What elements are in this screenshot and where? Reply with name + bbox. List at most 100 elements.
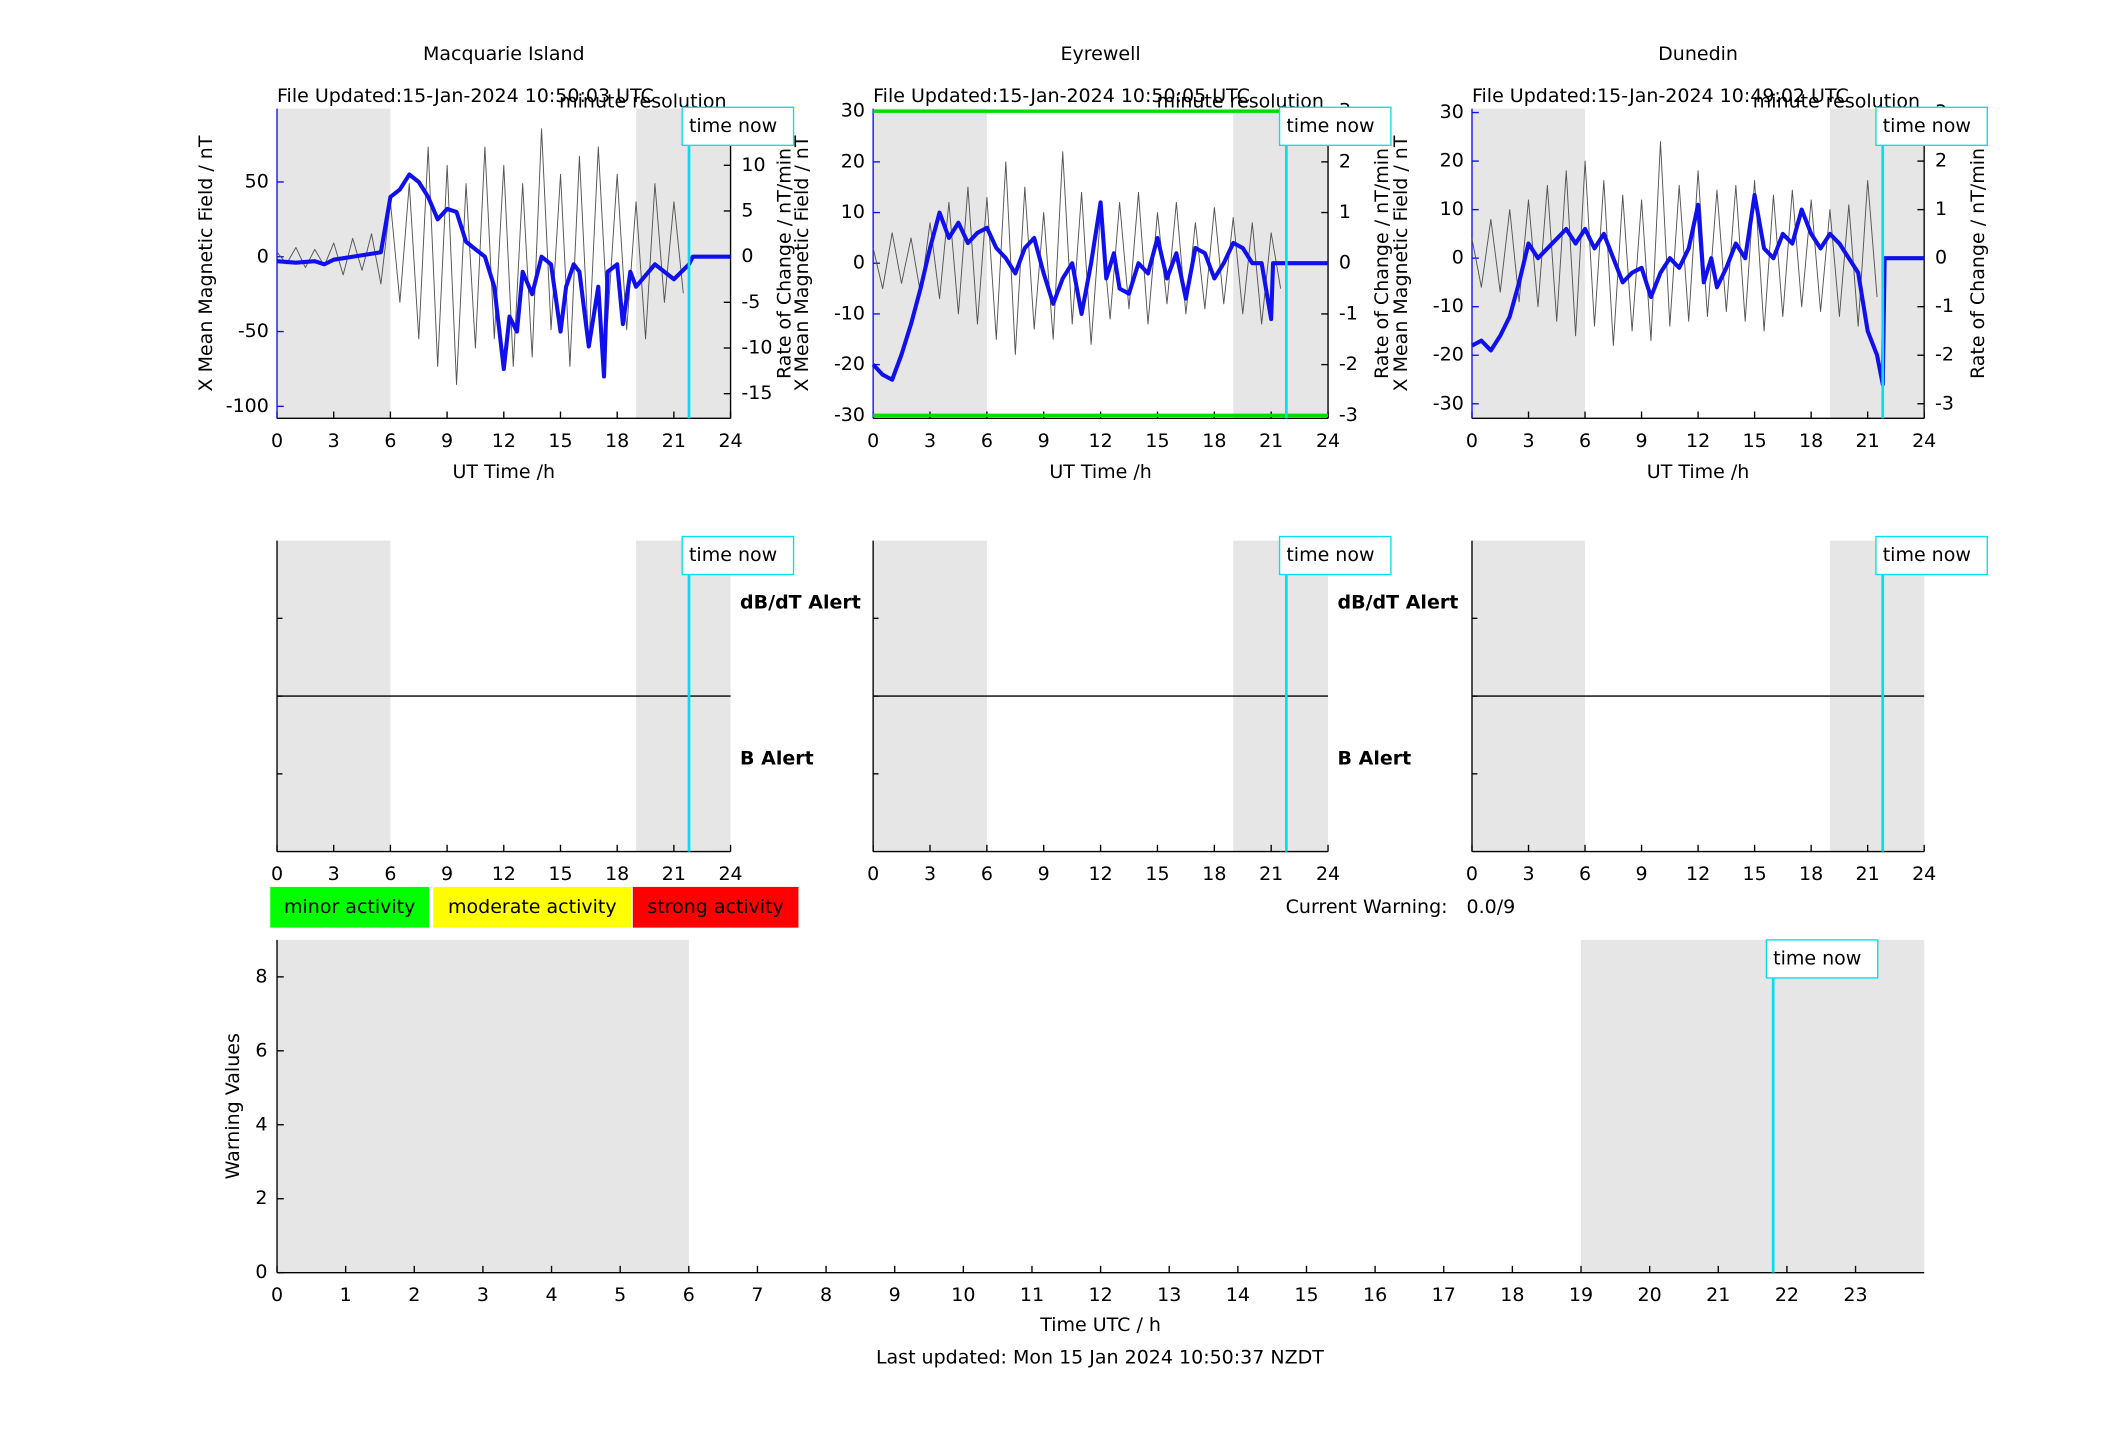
x-tick-label: 15 bbox=[1743, 430, 1767, 452]
x-tick-label: 6 bbox=[981, 430, 993, 452]
rate-line bbox=[872, 151, 1282, 355]
x-tick-label: 15 bbox=[548, 430, 572, 452]
x-tick-label: 17 bbox=[1432, 1284, 1456, 1306]
night-shade bbox=[636, 108, 731, 419]
y2-tick-label: -2 bbox=[1935, 344, 1954, 366]
warning-level-label: moderate activity bbox=[448, 896, 617, 918]
chart-title: Eyrewell bbox=[1061, 43, 1141, 65]
x-tick-label: 18 bbox=[605, 430, 629, 452]
x-tick-label: 1 bbox=[340, 1284, 352, 1306]
x-tick-label: 6 bbox=[384, 430, 396, 452]
warning-level-swatch bbox=[270, 886, 430, 928]
x-tick-label: 7 bbox=[751, 1284, 763, 1306]
y2-axis-label: Rate of Change / nT/min bbox=[1967, 148, 1989, 379]
current-warning-label: Current Warning: bbox=[1286, 896, 1448, 918]
time-now-box bbox=[1278, 535, 1392, 576]
x-tick-label: 0 bbox=[1466, 430, 1478, 452]
x-tick-label: 24 bbox=[1912, 430, 1936, 452]
x-tick-label: 24 bbox=[718, 863, 742, 885]
x-tick-label: 9 bbox=[441, 430, 453, 452]
time-now-box bbox=[681, 535, 795, 576]
y-tick-label: 20 bbox=[1440, 150, 1464, 172]
x-tick-label: 24 bbox=[1316, 863, 1340, 885]
rate-line bbox=[1471, 141, 1878, 347]
x-tick-label: 0 bbox=[271, 430, 283, 452]
time-now-box bbox=[1765, 939, 1879, 979]
y-axis-label: X Mean Magnetic Field / nT bbox=[1390, 135, 1412, 391]
chart-title: Dunedin bbox=[1658, 43, 1738, 65]
x-tick-label: 18 bbox=[1202, 430, 1226, 452]
y2-tick-label: -15 bbox=[741, 382, 772, 404]
y2-tick-label: -3 bbox=[1935, 392, 1954, 414]
x-tick-label: 3 bbox=[328, 863, 340, 885]
x-tick-label: 21 bbox=[1856, 863, 1880, 885]
x-tick-label: 3 bbox=[924, 430, 936, 452]
x-tick-label: 9 bbox=[1038, 430, 1050, 452]
y2-axis-label: Rate of Change / nT/min bbox=[773, 148, 795, 379]
warning-level-label: strong activity bbox=[647, 896, 784, 918]
time-now-label: time now bbox=[1883, 115, 1971, 137]
x-tick-label: 0 bbox=[867, 430, 879, 452]
x-tick-label: 13 bbox=[1157, 1284, 1181, 1306]
x-tick-label: 6 bbox=[384, 863, 396, 885]
x-tick-label: 0 bbox=[867, 863, 879, 885]
y-tick-label: 0 bbox=[1452, 247, 1464, 269]
y-tick-label: -10 bbox=[1433, 295, 1464, 317]
time-now-label: time now bbox=[689, 115, 777, 137]
x-tick-label: 12 bbox=[1089, 1284, 1113, 1306]
y2-tick-label: 0 bbox=[1339, 252, 1351, 274]
field-line bbox=[871, 200, 1329, 382]
file-updated: File Updated:15-Jan-2024 10:50:03 UTC bbox=[277, 85, 654, 107]
time-now-box bbox=[681, 106, 795, 147]
time-now-label: time now bbox=[689, 544, 777, 566]
time-now-label: time now bbox=[1773, 947, 1861, 969]
x-tick-label: 3 bbox=[477, 1284, 489, 1306]
x-tick-label: 21 bbox=[1706, 1284, 1730, 1306]
x-tick-label: 2 bbox=[408, 1284, 420, 1306]
y-tick-label: 50 bbox=[245, 170, 269, 192]
y-axis-label: X Mean Magnetic Field / nT bbox=[195, 135, 217, 391]
x-axis-label: UT Time /h bbox=[1049, 461, 1152, 483]
y-tick-label: -30 bbox=[1433, 392, 1464, 414]
y-tick-label: -10 bbox=[834, 302, 865, 324]
x-tick-label: 18 bbox=[1799, 430, 1823, 452]
y-tick-label: 2 bbox=[255, 1187, 267, 1209]
x-tick-label: 21 bbox=[1259, 430, 1283, 452]
y-tick-label: 30 bbox=[1440, 101, 1464, 123]
x-tick-label: 21 bbox=[1259, 863, 1283, 885]
x-tick-label: 12 bbox=[1686, 863, 1710, 885]
dbdt-alert-label: dB/dT Alert bbox=[1338, 592, 1459, 614]
y-tick-label: 8 bbox=[255, 965, 267, 987]
y-tick-label: 0 bbox=[255, 1261, 267, 1283]
y-tick-label: 0 bbox=[257, 245, 269, 267]
x-tick-label: 9 bbox=[889, 1284, 901, 1306]
x-axis-label: UT Time /h bbox=[1647, 461, 1750, 483]
night-shade bbox=[1581, 939, 1925, 1273]
y2-tick-label: 0 bbox=[741, 245, 753, 267]
rate-line bbox=[276, 128, 684, 385]
file-updated: File Updated:15-Jan-2024 10:50:05 UTC bbox=[873, 85, 1250, 107]
x-tick-label: 18 bbox=[1500, 1284, 1524, 1306]
x-tick-label: 6 bbox=[1579, 863, 1591, 885]
y-tick-label: 30 bbox=[841, 100, 865, 122]
night-shade bbox=[1471, 108, 1586, 419]
y-tick-label: -20 bbox=[834, 353, 865, 375]
x-tick-label: 3 bbox=[1522, 430, 1534, 452]
y2-tick-label: -1 bbox=[1935, 295, 1954, 317]
y-axis-label: Warning Values bbox=[222, 1033, 244, 1179]
x-tick-label: 0 bbox=[271, 1284, 283, 1306]
x-tick-label: 22 bbox=[1775, 1284, 1799, 1306]
x-tick-label: 3 bbox=[328, 430, 340, 452]
time-now-box bbox=[1875, 106, 1988, 147]
night-shade bbox=[1829, 108, 1925, 419]
file-updated: File Updated:15-Jan-2024 10:49:02 UTC bbox=[1472, 85, 1849, 107]
night-shade bbox=[277, 939, 689, 1273]
x-tick-label: 24 bbox=[718, 430, 742, 452]
x-tick-label: 12 bbox=[492, 863, 516, 885]
x-tick-label: 23 bbox=[1843, 1284, 1867, 1306]
y2-tick-label: -3 bbox=[1339, 404, 1358, 426]
x-tick-label: 12 bbox=[492, 430, 516, 452]
x-tick-label: 3 bbox=[1522, 863, 1534, 885]
night-shade bbox=[873, 108, 987, 419]
